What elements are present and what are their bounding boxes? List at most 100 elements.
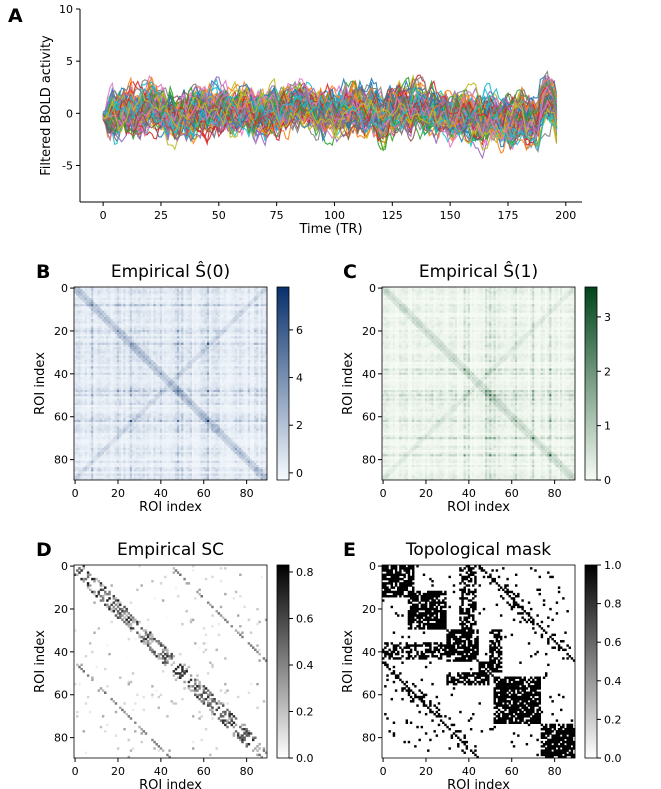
heatmap-cell <box>74 325 77 329</box>
heatmap-cell <box>146 342 150 346</box>
heatmap-cell <box>224 312 227 316</box>
heatmap-cell <box>104 304 107 307</box>
heatmap-cell <box>254 325 257 329</box>
heatmap-cell <box>104 325 107 329</box>
heatmap-cell <box>179 368 182 371</box>
heatmap-cell <box>258 304 261 307</box>
heatmap-cell <box>168 342 171 346</box>
heatmap-cell <box>249 332 253 335</box>
heatmap-cell <box>149 332 152 335</box>
heatmap-cell <box>262 310 266 314</box>
heatmap-cell <box>74 402 77 406</box>
heatmap-cell <box>221 381 225 384</box>
heatmap-cell <box>209 323 212 326</box>
heatmap-cell <box>166 347 169 350</box>
heatmap-cell <box>146 372 150 376</box>
y-tick-label: 5 <box>66 55 73 68</box>
heatmap-cell <box>157 353 161 356</box>
heatmap-cell <box>131 310 135 314</box>
heatmap-cell <box>170 351 173 354</box>
heatmap-cell <box>254 368 257 371</box>
heatmap-cell <box>213 321 216 324</box>
heatmap-cell <box>256 372 259 376</box>
heatmap-cell <box>136 291 139 294</box>
heatmap-cell <box>170 385 173 389</box>
heatmap-cell <box>176 304 180 307</box>
heatmap-cell <box>114 289 118 292</box>
heatmap-cell <box>262 389 266 393</box>
heatmap-cell <box>131 319 135 322</box>
heatmap-cell <box>161 340 165 344</box>
heatmap-cell <box>247 392 251 395</box>
heatmap-cell <box>82 334 86 337</box>
heatmap-cell <box>166 368 169 371</box>
heatmap-cell <box>228 347 231 350</box>
heatmap-cell <box>149 295 152 299</box>
heatmap-cell <box>82 400 86 404</box>
heatmap-cell <box>256 329 259 333</box>
heatmap-cell <box>106 383 109 386</box>
heatmap-cell <box>239 357 242 361</box>
heatmap-cell <box>179 297 182 301</box>
heatmap-cell <box>224 304 227 307</box>
heatmap-cell <box>121 398 124 401</box>
heatmap-cell <box>262 334 266 337</box>
heatmap-cell <box>161 374 165 378</box>
heatmap-cell <box>236 338 240 341</box>
heatmap-cell <box>116 357 120 361</box>
heatmap-cell <box>86 372 90 376</box>
heatmap-cell <box>239 302 242 305</box>
heatmap-cell <box>226 334 229 337</box>
heatmap-cell <box>110 368 113 371</box>
heatmap-cell <box>114 304 118 307</box>
heatmap-cell <box>129 368 133 371</box>
heatmap-cell <box>236 400 240 404</box>
heatmap-cell <box>206 383 210 386</box>
heatmap-cell <box>106 334 109 337</box>
heatmap-cell <box>110 351 113 354</box>
heatmap-cell <box>155 291 158 294</box>
heatmap-cell <box>114 338 118 341</box>
heatmap-cell <box>251 377 255 380</box>
heatmap-cell <box>119 302 122 305</box>
heatmap-cell <box>215 336 218 339</box>
heatmap-cell <box>206 302 210 305</box>
heatmap-cell <box>196 372 199 376</box>
heatmap-cell <box>260 366 264 369</box>
heatmap-cell <box>89 385 92 389</box>
heatmap-cell <box>183 374 186 378</box>
heatmap-cell <box>254 306 257 309</box>
heatmap-cell <box>202 319 206 322</box>
heatmap-cell <box>198 383 201 386</box>
heatmap-cell <box>198 396 201 399</box>
heatmap-cell <box>183 321 186 324</box>
heatmap-cell <box>185 323 188 326</box>
heatmap-cell <box>224 383 227 386</box>
heatmap-cell <box>232 289 236 292</box>
heatmap-cell <box>209 374 212 378</box>
heatmap-cell <box>191 295 195 299</box>
heatmap-cell <box>241 357 244 361</box>
heatmap-cell <box>101 349 105 352</box>
panel-letter-a: A <box>8 5 23 27</box>
heatmap-cell <box>198 327 201 331</box>
heatmap-cell <box>123 364 126 367</box>
heatmap-cell <box>249 372 253 376</box>
heatmap-cell <box>127 370 131 374</box>
heatmap-cell <box>112 398 116 401</box>
heatmap-cell <box>99 319 103 322</box>
heatmap-cell <box>129 295 133 299</box>
heatmap-cell <box>181 306 184 309</box>
heatmap-cell <box>76 377 79 380</box>
heatmap-cell <box>194 374 197 378</box>
heatmap-cell <box>86 340 90 344</box>
heatmap-cell <box>219 325 223 329</box>
heatmap-cell <box>131 306 135 309</box>
heatmap-cell <box>194 312 197 316</box>
heatmap-cell <box>140 364 143 367</box>
heatmap-cell <box>202 291 206 294</box>
heatmap-cell <box>129 287 133 290</box>
heatmap-cell <box>264 389 268 393</box>
heatmap-cell <box>264 299 268 303</box>
heatmap-cell <box>95 314 98 318</box>
